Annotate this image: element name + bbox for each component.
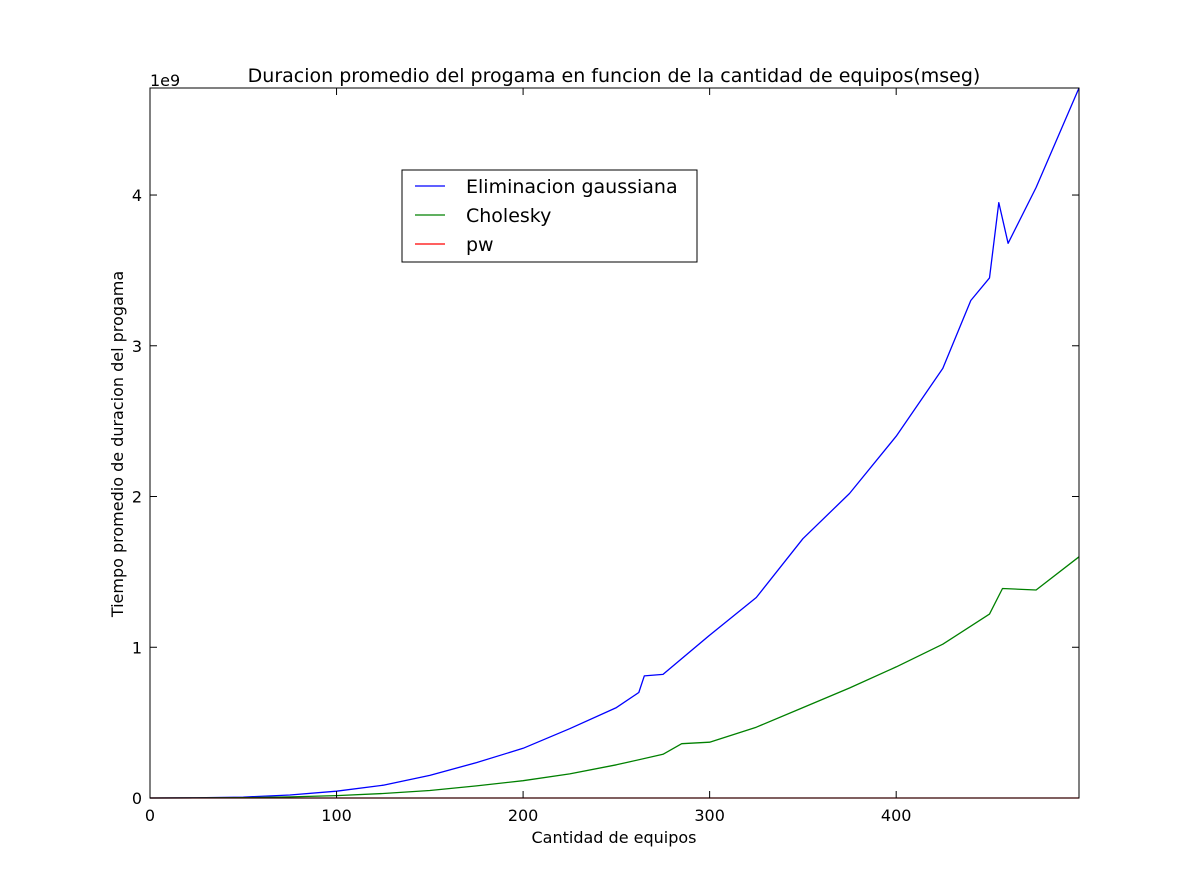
y-tick-label-0: 0 [132,789,142,808]
chart-title: Duracion promedio del progama en funcion… [248,65,981,87]
y-tick-label-4: 4 [132,186,142,205]
x-tick-label-0: 0 [145,806,155,825]
y-axis-label: Tiempo promedio de duracion del progama [108,271,127,618]
x-tick-label-3: 300 [694,806,725,825]
y-tick-label-3: 3 [132,337,142,356]
y-tick-label-2: 2 [132,488,142,507]
legend-box [401,169,698,263]
x-tick-label-1: 100 [321,806,352,825]
legend: Eliminacion gaussiana Cholesky pw [401,169,698,263]
legend-label-2: pw [466,234,494,256]
y-axis-offset-label: 1e9 [150,71,180,90]
legend-label-1: Cholesky [466,205,551,227]
x-tick-label-4: 400 [881,806,912,825]
y-tick-label-1: 1 [132,638,142,657]
series-line-1 [149,556,1080,799]
x-tick-label-2: 200 [508,806,539,825]
series-line-0 [149,87,1080,799]
plot-area-frame [149,87,1080,799]
legend-label-0: Eliminacion gaussiana [466,176,678,198]
tick-layer: 0 100 200 300 400 0 1 2 3 4 [132,88,1079,825]
x-axis-label: Cantidad de equipos [532,828,697,847]
